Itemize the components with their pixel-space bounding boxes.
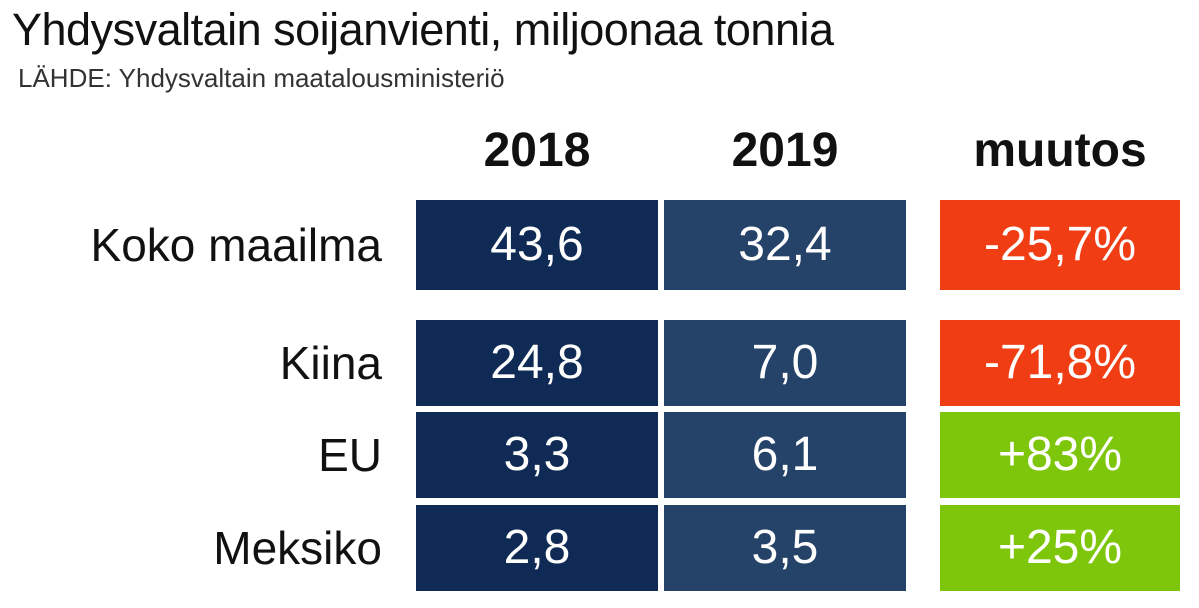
cell-change-kiina: -71,8% bbox=[940, 320, 1180, 406]
row-label-kiina: Kiina bbox=[279, 337, 382, 389]
chart-title: Yhdysvaltain soijanvienti, miljoonaa ton… bbox=[12, 4, 834, 55]
column-header-2018: 2018 bbox=[483, 124, 591, 177]
cell-change-eu: +83% bbox=[940, 412, 1180, 498]
cell-change-koko-maailma: -25,7% bbox=[940, 200, 1180, 290]
cell-2019-meksiko: 3,5 bbox=[664, 505, 906, 591]
row-label-meksiko: Meksiko bbox=[213, 522, 382, 574]
cell-2019-eu: 6,1 bbox=[664, 412, 906, 498]
cell-2018-meksiko: 2,8 bbox=[416, 505, 658, 591]
row-label-eu: EU bbox=[318, 429, 382, 481]
column-header-2019: 2019 bbox=[731, 124, 839, 177]
cell-2019-koko-maailma: 32,4 bbox=[664, 200, 906, 290]
cell-change-meksiko: +25% bbox=[940, 505, 1180, 591]
cell-2018-koko-maailma: 43,6 bbox=[416, 200, 658, 290]
row-label-koko-maailma: Koko maailma bbox=[90, 219, 382, 271]
cell-2018-eu: 3,3 bbox=[416, 412, 658, 498]
column-header-change: muutos bbox=[973, 124, 1147, 177]
cell-2018-kiina: 24,8 bbox=[416, 320, 658, 406]
chart-source: LÄHDE: Yhdysvaltain maatalousministeriö bbox=[18, 63, 505, 93]
cell-2019-kiina: 7,0 bbox=[664, 320, 906, 406]
